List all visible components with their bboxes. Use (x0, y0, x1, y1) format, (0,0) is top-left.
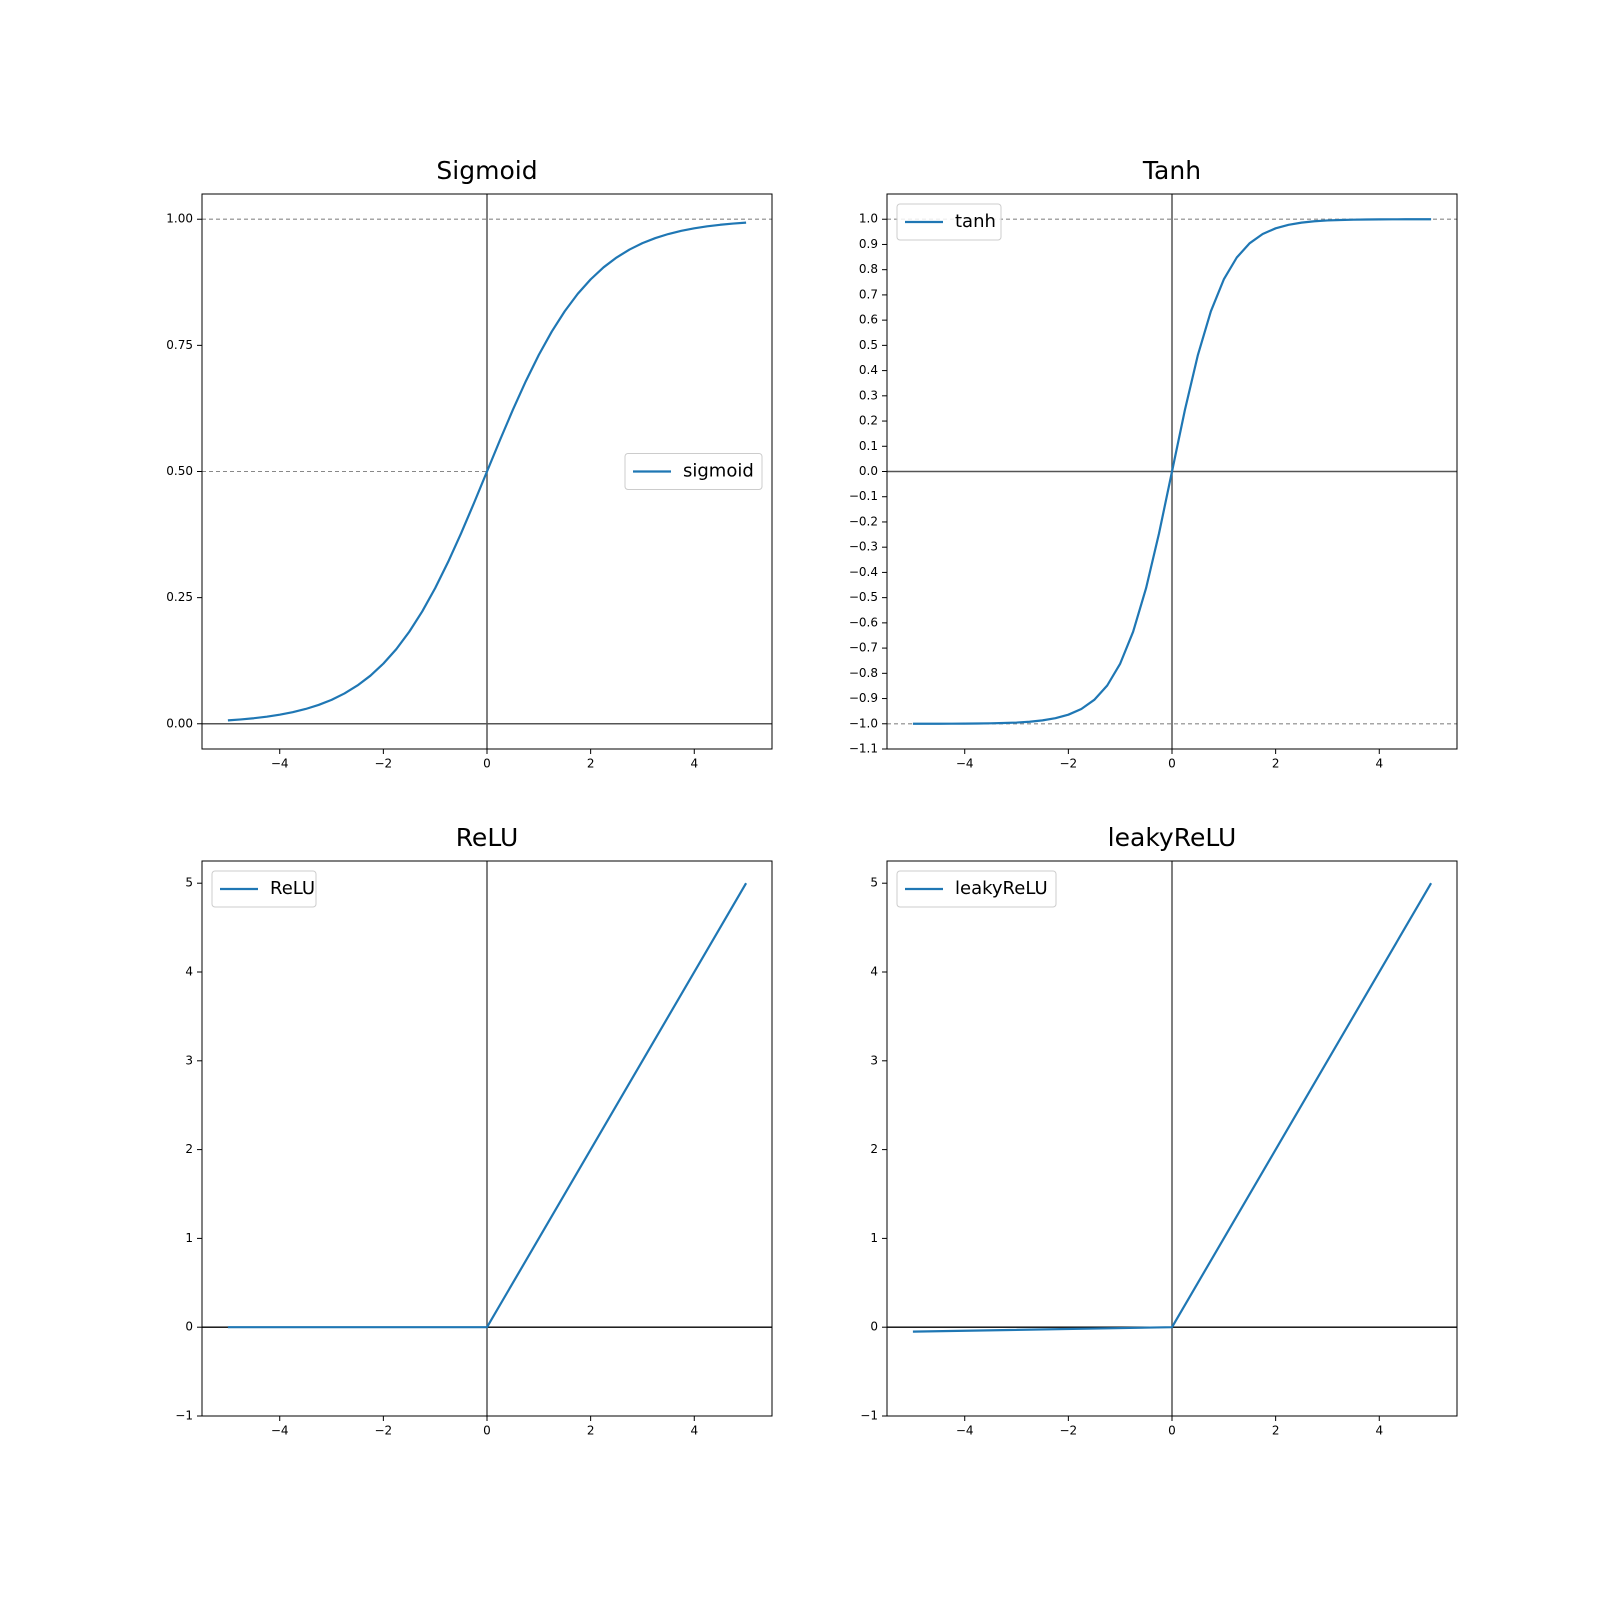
subplot: ReLU −4 −2 0 2 4 −1 0 1 2 3 4 5 ReLU (175, 823, 773, 1438)
y-tick-label: −0.3 (849, 540, 878, 554)
y-tick-label: −1 (860, 1409, 878, 1423)
y-tick-label: 0.0 (859, 464, 878, 478)
legend-box (896, 870, 1057, 908)
x-tick-label: 2 (587, 757, 595, 771)
y-tick-label: 5 (185, 876, 193, 890)
y-tick-label: 0.9 (859, 237, 878, 251)
legend: leakyReLU (896, 870, 1057, 908)
y-tick-label: 0.8 (859, 262, 878, 276)
data-line (227, 882, 748, 1329)
y-tick-label: 0.00 (166, 716, 193, 730)
y-tick-label: −1.0 (849, 716, 878, 730)
y-tick-label: 1.0 (859, 212, 878, 226)
chart-title: leakyReLU (1108, 823, 1237, 852)
y-tick-label: −0.8 (849, 666, 878, 680)
x-tick-label: 2 (1272, 1424, 1280, 1438)
y-tick-label: 0.75 (166, 338, 193, 352)
y-tick-label: −0.6 (849, 615, 878, 629)
legend-label: sigmoid (683, 461, 754, 482)
y-tick-label: 3 (185, 1053, 193, 1067)
y-tick-label: −0.1 (849, 489, 878, 503)
x-tick-label: 2 (587, 1424, 595, 1438)
legend-label: tanh (955, 211, 996, 232)
y-tick-label: −0.7 (849, 641, 878, 655)
x-tick-label: −4 (271, 1424, 289, 1438)
axes-frame (886, 860, 1458, 1417)
y-tick-label: 5 (870, 876, 878, 890)
y-tick-label: −0.2 (849, 514, 878, 528)
x-tick-label: −4 (956, 1424, 974, 1438)
y-tick-label: 0.2 (859, 414, 878, 428)
legend: ReLU (211, 870, 317, 908)
y-tick-label: −0.4 (849, 565, 878, 579)
y-tick-label: −1 (175, 1409, 193, 1423)
y-tick-label: 1.00 (166, 212, 193, 226)
x-tick-label: 0 (483, 757, 491, 771)
y-tick-label: 0 (185, 1320, 193, 1334)
y-tick-label: 0.5 (859, 338, 878, 352)
data-line (912, 218, 1432, 725)
x-tick-label: 0 (1168, 1424, 1176, 1438)
x-tick-label: 0 (483, 1424, 491, 1438)
y-tick-label: 4 (185, 965, 193, 979)
y-tick-label: 0.50 (166, 464, 193, 478)
legend-label: ReLU (270, 878, 315, 899)
y-tick-label: 0.7 (859, 287, 878, 301)
legend-label: leakyReLU (955, 878, 1048, 899)
chart-title: ReLU (456, 823, 519, 852)
legend-box (896, 203, 1002, 241)
y-tick-label: 2 (185, 1142, 193, 1156)
subplot: Sigmoid −4 −2 0 2 4 0.00 0.25 0.50 0.75 1.00 sigmoi… (166, 156, 773, 771)
x-tick-label: 4 (1375, 1424, 1383, 1438)
x-tick-label: −2 (375, 1424, 393, 1438)
x-tick-label: 2 (1272, 757, 1280, 771)
x-tick-label: 4 (690, 757, 698, 771)
legend: sigmoid (624, 453, 763, 490)
y-tick-label: 0.4 (859, 363, 878, 377)
y-tick-label: 0.6 (859, 313, 878, 327)
x-tick-label: −2 (375, 757, 393, 771)
x-tick-label: −2 (1060, 757, 1078, 771)
y-tick-label: 0.25 (166, 590, 193, 604)
x-tick-label: −2 (1060, 1424, 1078, 1438)
y-tick-label: 2 (870, 1142, 878, 1156)
legend: tanh (896, 203, 1002, 241)
x-tick-label: 0 (1168, 757, 1176, 771)
y-tick-label: 0.3 (859, 388, 878, 402)
axes-frame (201, 193, 773, 750)
y-tick-label: 1 (185, 1231, 193, 1245)
y-tick-label: 3 (870, 1053, 878, 1067)
legend-box (624, 453, 763, 490)
chart-title: Sigmoid (436, 156, 537, 185)
y-tick-label: −0.9 (849, 691, 878, 705)
subplot: leakyReLU −4 −2 0 2 4 −1 0 1 2 3 4 5 leakyReLU (860, 823, 1458, 1438)
axes-frame (886, 193, 1458, 750)
x-tick-label: 4 (690, 1424, 698, 1438)
axes-frame (201, 860, 773, 1417)
y-tick-label: 4 (870, 965, 878, 979)
data-line (227, 221, 747, 722)
subplot: Tanh −4 −2 0 2 4 −1.1 −1.0 −0.9 −0.8 −0.7 −0.6 −0.5 −… (849, 156, 1458, 771)
y-tick-label: 1 (870, 1231, 878, 1245)
chart-title: Tanh (1142, 156, 1201, 185)
y-tick-label: 0 (870, 1320, 878, 1334)
x-tick-label: −4 (956, 757, 974, 771)
y-tick-label: −1.1 (849, 742, 878, 756)
y-tick-label: 0.1 (859, 439, 878, 453)
legend-box (211, 870, 317, 908)
x-tick-label: −4 (271, 757, 289, 771)
x-tick-label: 4 (1375, 757, 1383, 771)
y-tick-label: −0.5 (849, 590, 878, 604)
data-line (912, 882, 1433, 1333)
